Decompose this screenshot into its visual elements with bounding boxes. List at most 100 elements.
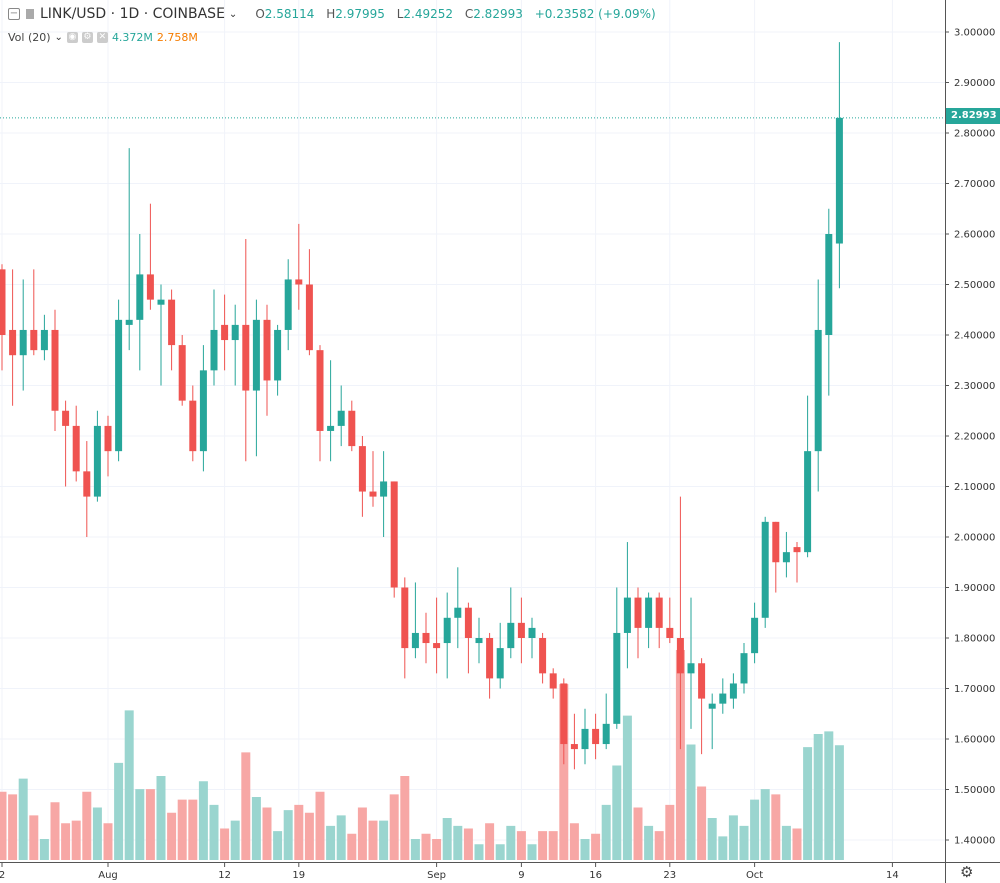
volume-bar xyxy=(400,776,410,860)
time-tick-label: 9 xyxy=(518,870,524,881)
symbol-title[interactable]: LINK/USD · 1D · COINBASE xyxy=(40,6,225,22)
time-tick-label: 2 xyxy=(0,870,5,881)
volume-bar xyxy=(326,825,336,860)
volume-bar xyxy=(114,762,124,860)
settings-icon[interactable]: ⚙ xyxy=(81,32,93,43)
volume-label[interactable]: Vol (20) xyxy=(8,31,51,44)
candle-body xyxy=(115,319,123,452)
candle-body xyxy=(433,643,441,649)
collapse-icon[interactable]: − xyxy=(8,8,20,20)
candle-body xyxy=(252,319,260,391)
volume-bar xyxy=(718,836,728,860)
volume-bar xyxy=(580,839,590,860)
chevron-down-icon[interactable]: ⌄ xyxy=(228,8,238,20)
volume-bar xyxy=(675,650,685,860)
volume-bar xyxy=(771,794,781,860)
volume-bar xyxy=(654,831,664,860)
candle-body xyxy=(104,425,112,452)
candle-body xyxy=(274,329,282,381)
volume-bar xyxy=(665,804,675,860)
candle-body xyxy=(570,744,578,750)
candle-body xyxy=(316,350,324,431)
volume-bar xyxy=(601,804,611,860)
volume-bar xyxy=(145,789,155,860)
price-tick-label: 2.70000 xyxy=(954,179,995,190)
candle-body xyxy=(602,723,610,745)
volume-bar xyxy=(516,831,526,860)
volume-bar xyxy=(29,815,39,860)
time-tick-label: 16 xyxy=(589,870,602,881)
flag-icon[interactable] xyxy=(26,9,34,19)
candle-body xyxy=(178,345,186,401)
candle-body xyxy=(708,703,716,709)
volume-bar xyxy=(61,823,71,860)
chevron-down-icon[interactable]: ⌄ xyxy=(54,32,63,43)
candle-body xyxy=(517,622,525,638)
candle-body xyxy=(486,638,494,679)
candle-body xyxy=(613,632,621,724)
price-tick-label: 3.00000 xyxy=(954,28,995,39)
candle-body xyxy=(358,446,366,492)
candle-body xyxy=(772,521,780,563)
volume-bar xyxy=(156,776,166,860)
time-tick-label: 14 xyxy=(886,870,899,881)
volume-bar xyxy=(304,812,314,860)
candle-body xyxy=(305,284,313,351)
open-value: 2.58114 xyxy=(264,7,315,21)
volume-bar xyxy=(294,804,304,860)
price-tick-label: 1.90000 xyxy=(954,583,995,594)
candle-body xyxy=(0,269,6,335)
volume-bar xyxy=(750,799,760,860)
volume-bar xyxy=(103,823,113,860)
volume-bar xyxy=(739,825,749,860)
volume-bar xyxy=(453,825,463,860)
candle-body xyxy=(729,683,737,699)
gear-icon[interactable]: ⚙ xyxy=(960,863,974,881)
volume-bar xyxy=(124,710,134,860)
close-icon[interactable]: ✕ xyxy=(96,32,108,43)
time-tick-label: 23 xyxy=(663,870,676,881)
volume-bar xyxy=(538,831,548,860)
candle-body xyxy=(9,329,17,356)
time-tick-label: 19 xyxy=(292,870,305,881)
high-value: 2.97995 xyxy=(335,7,385,21)
price-tick-label: 2.50000 xyxy=(954,280,995,291)
volume-bar xyxy=(71,820,81,860)
price-tick-label: 2.30000 xyxy=(954,381,995,392)
candle-body xyxy=(199,370,207,452)
volume-bar xyxy=(82,791,92,860)
volume-bar xyxy=(495,844,505,860)
volume-bar xyxy=(792,828,802,860)
eye-icon[interactable]: ◉ xyxy=(66,32,78,43)
candle-body xyxy=(793,547,801,553)
candle-body xyxy=(443,617,451,644)
volume-value: 4.372M xyxy=(111,31,153,44)
volume-legend: Vol (20) ⌄ ◉ ⚙ ✕ 4.372M 2.758M xyxy=(8,31,198,44)
candle-body xyxy=(825,234,833,335)
volume-bar xyxy=(591,833,601,860)
volume-bar xyxy=(357,807,367,860)
close-label: C xyxy=(464,7,474,21)
volume-bar xyxy=(506,825,516,860)
candle-body xyxy=(327,425,335,431)
low-value: 2.49252 xyxy=(403,7,454,21)
candle-body xyxy=(83,471,91,497)
candle-body xyxy=(835,117,843,244)
candle-body xyxy=(634,597,642,628)
candle-body xyxy=(592,728,600,745)
volume-bar xyxy=(707,818,717,860)
low-label: L xyxy=(396,7,404,21)
volume-bar xyxy=(813,734,823,860)
volume-bar xyxy=(410,839,420,860)
time-axis xyxy=(0,862,945,883)
volume-bar xyxy=(230,820,240,860)
price-tick-label: 2.80000 xyxy=(954,129,995,140)
candle-body xyxy=(19,329,27,356)
ohlc-values: O2.58114 H2.97995 L2.49252 C2.82993 +0.2… xyxy=(255,7,663,21)
time-tick-label: 12 xyxy=(218,870,231,881)
volume-bar xyxy=(262,807,272,860)
candle-body xyxy=(189,400,197,452)
volume-bar xyxy=(379,820,389,860)
candle-body xyxy=(401,587,409,649)
